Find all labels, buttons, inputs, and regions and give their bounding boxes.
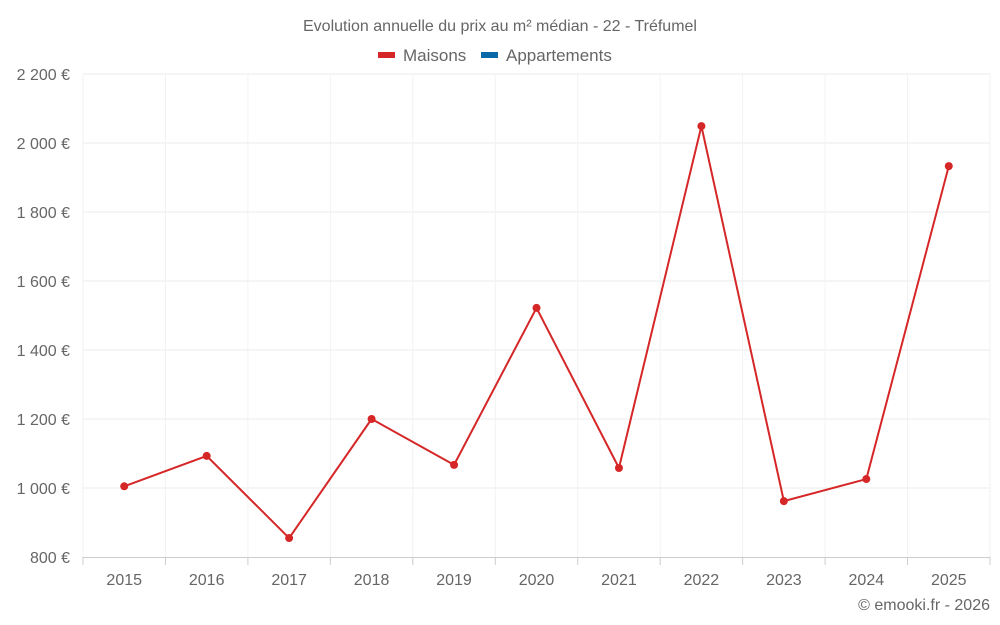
x-tick-label: 2020 — [519, 572, 555, 589]
axes: 800 € 1 000 € 1 200 € 1 400 € 1 600 € 1 800 €… — [17, 67, 991, 589]
legend: Maisons Appartements — [378, 46, 612, 65]
data-point — [450, 460, 459, 469]
chart-title: Evolution annuelle du prix au m² médian … — [303, 18, 697, 35]
y-tick-label: 1 400 € — [17, 343, 70, 360]
data-point — [120, 482, 129, 491]
data-point — [862, 475, 871, 484]
x-tick-label: 2022 — [684, 572, 720, 589]
data-point — [532, 303, 541, 312]
x-tick-label: 2016 — [189, 572, 225, 589]
y-tick-label: 1 800 € — [17, 205, 70, 222]
data-point — [285, 534, 294, 543]
data-point — [202, 451, 211, 460]
y-tick-label: 1 000 € — [17, 481, 70, 498]
data-point — [367, 415, 376, 423]
legend-swatch-maisons — [378, 52, 395, 58]
data-point — [614, 463, 623, 472]
y-tick-label: 1 600 € — [17, 274, 70, 291]
data-point — [779, 497, 788, 506]
x-tick-label: 2018 — [354, 572, 390, 589]
x-tick-label: 2019 — [436, 572, 472, 589]
legend-label-maisons: Maisons — [403, 46, 466, 65]
y-tick-label: 1 200 € — [17, 412, 70, 429]
credit-text: © emooki.fr - 2026 — [858, 597, 990, 614]
x-tick-label: 2023 — [766, 572, 802, 589]
legend-label-appartements: Appartements — [506, 46, 612, 65]
y-tick-label: 800 € — [30, 550, 70, 567]
gridlines — [82, 73, 991, 557]
x-tick-label: 2021 — [601, 572, 637, 589]
x-tick-label: 2025 — [931, 572, 967, 589]
legend-swatch-appartements — [481, 52, 498, 58]
data-point — [697, 122, 706, 131]
y-tick-label: 2 200 € — [17, 67, 70, 84]
y-tick-label: 2 000 € — [17, 136, 70, 153]
x-tick-label: 2017 — [271, 572, 307, 589]
x-tick-label: 2024 — [849, 572, 885, 589]
data-point — [944, 162, 953, 171]
x-tick-label: 2015 — [106, 572, 142, 589]
series-layer — [120, 122, 953, 543]
